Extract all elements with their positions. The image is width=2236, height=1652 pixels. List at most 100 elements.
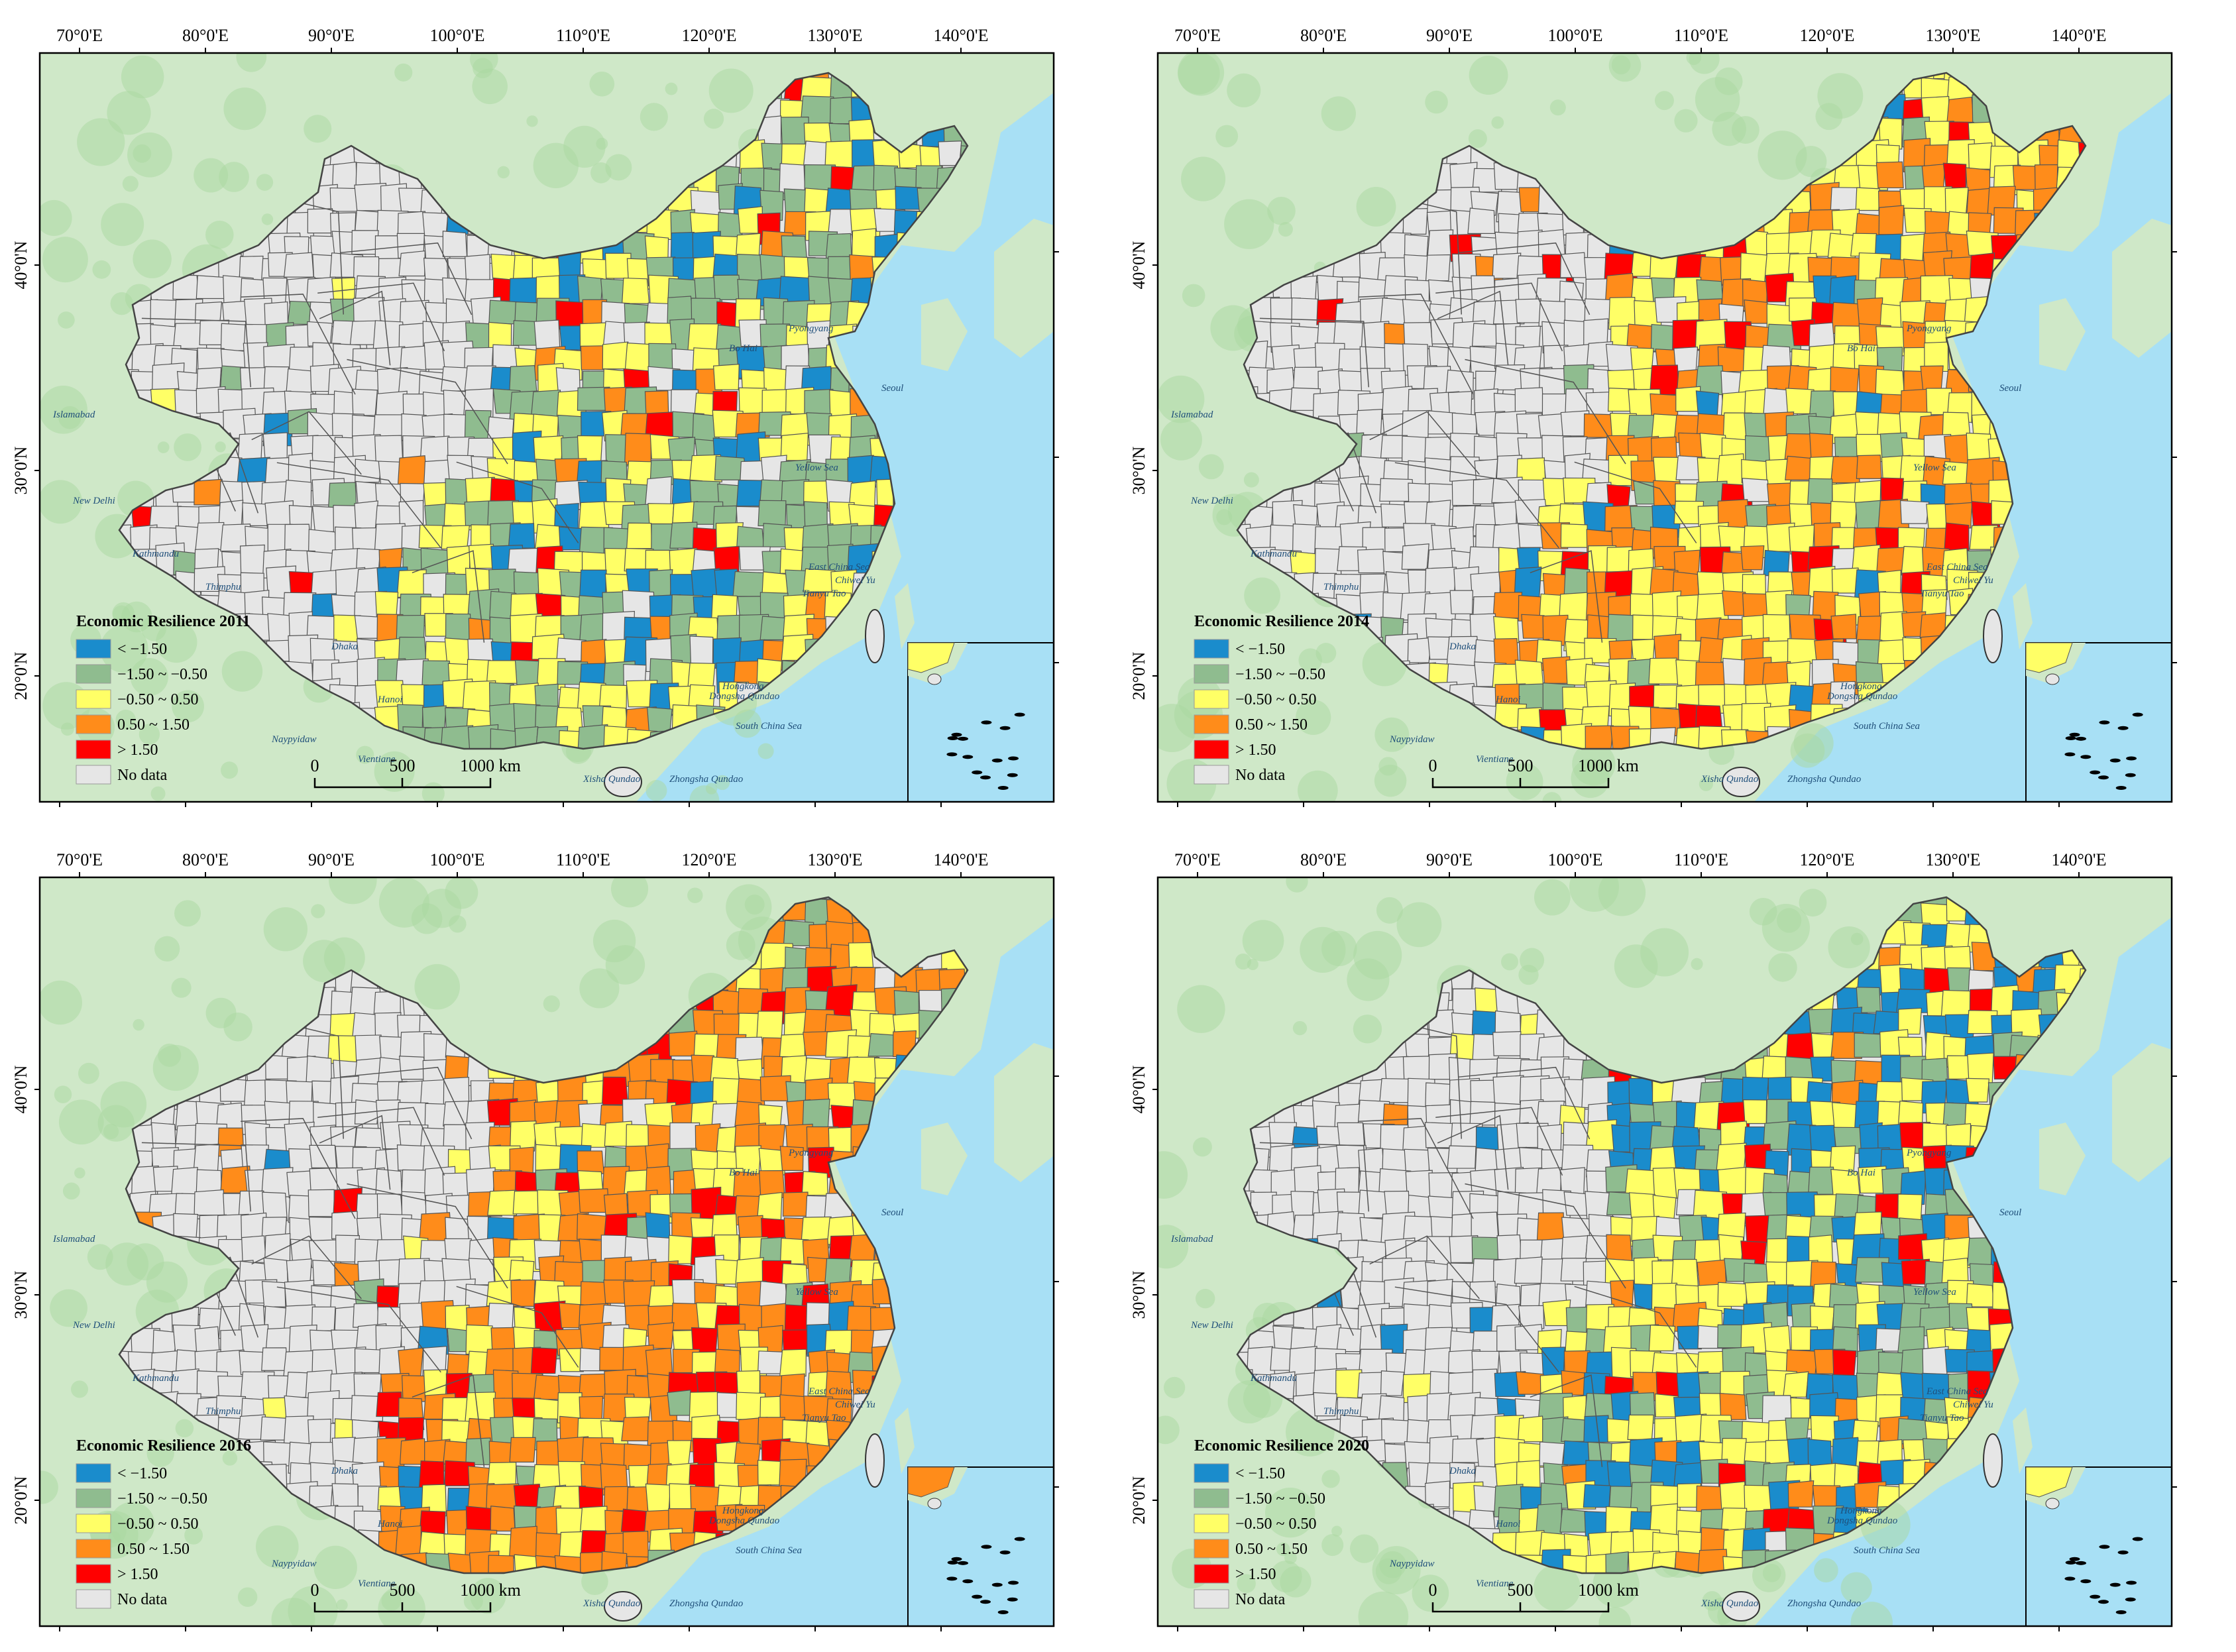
- region: [1005, 1624, 1032, 1649]
- legend-swatch: [1194, 765, 1229, 784]
- region: [289, 1624, 317, 1649]
- basemap-label: Thimphu: [205, 1406, 241, 1417]
- lon-label: 80°0'E: [182, 850, 229, 869]
- legend-title: Economic Resilience 2011: [76, 613, 251, 630]
- region: [352, 389, 377, 415]
- region: [328, 1036, 360, 1064]
- region: [263, 433, 287, 459]
- region: [1875, 369, 1905, 396]
- region: [1408, 637, 1431, 663]
- region: [1741, 546, 1764, 570]
- region: [262, 1348, 288, 1370]
- legend-swatch: [76, 740, 111, 759]
- region: [606, 253, 632, 278]
- region: [1856, 188, 1879, 210]
- basemap-label: Naypyidaw: [271, 734, 317, 745]
- basemap-label: South China Sea: [1854, 721, 1920, 732]
- basemap-label: Hongkong: [1840, 681, 1882, 692]
- region: [1474, 436, 1498, 460]
- basemap-label: Seoul: [881, 1207, 903, 1218]
- region: [1921, 276, 1952, 304]
- basemap-label: Seoul: [1999, 383, 2021, 394]
- basemap-label: East China Sea: [808, 1386, 870, 1397]
- region: [734, 1443, 761, 1466]
- legend-swatch: [76, 1489, 111, 1508]
- legend-label: 0.50 ~ 1.50: [1235, 716, 1308, 734]
- region: [1856, 455, 1881, 478]
- basemap-label: South China Sea: [736, 721, 802, 732]
- region: [510, 1526, 537, 1558]
- region: [309, 1217, 333, 1244]
- basemap-label: Xisha Qundao: [583, 774, 641, 785]
- basemap-label: Islamabad: [1170, 410, 1213, 420]
- lon-label: 80°0'E: [1300, 26, 1347, 45]
- region: [645, 476, 672, 506]
- lon-label: 90°0'E: [308, 850, 355, 869]
- lon-label: 80°0'E: [182, 26, 229, 45]
- region: [443, 231, 467, 257]
- region: [1426, 254, 1451, 280]
- basemap-label: Chiwei Yu: [835, 575, 875, 586]
- basemap-label: Pyongyang: [1906, 323, 1952, 334]
- region: [807, 413, 832, 437]
- region: [577, 1151, 604, 1174]
- region: [622, 278, 649, 304]
- region: [1742, 478, 1769, 502]
- basemap-label: Kathmandu: [132, 1373, 179, 1384]
- legend-label: No data: [117, 767, 168, 784]
- region: [779, 164, 805, 193]
- legend-swatch: [76, 1464, 111, 1482]
- legend-swatch: [76, 1514, 111, 1533]
- region: [419, 1461, 444, 1488]
- region: [237, 457, 270, 485]
- region: [849, 942, 874, 967]
- region: [1494, 639, 1518, 666]
- region: [762, 390, 789, 415]
- basemap-label: Bo Hai: [729, 343, 757, 354]
- inset-map: [2026, 643, 2172, 802]
- basemap-label: Bo Hai: [729, 1168, 757, 1178]
- lat-label: 20°0'N: [11, 651, 30, 700]
- region: [625, 433, 651, 465]
- basemap-label: Yellow Sea: [795, 463, 838, 473]
- region: [511, 1280, 535, 1307]
- region: [1652, 591, 1681, 620]
- region: [490, 1506, 515, 1531]
- region: [1968, 142, 1993, 169]
- lon-label: 130°0'E: [808, 850, 863, 869]
- region: [419, 1531, 447, 1555]
- lon-label: 110°0'E: [1674, 26, 1728, 45]
- region: [1294, 799, 1327, 824]
- region: [1358, 549, 1385, 573]
- basemap-label: Hongkong: [722, 681, 764, 692]
- region: [375, 435, 403, 465]
- lon-label: 120°0'E: [1800, 26, 1855, 45]
- lon-label: 140°0'E: [934, 850, 989, 869]
- legend-title: Economic Resilience 2014: [1194, 613, 1369, 630]
- region: [196, 522, 224, 549]
- region: [759, 1282, 787, 1307]
- basemap-label: Zhongsha Qundao: [669, 774, 744, 785]
- region: [1857, 298, 1882, 325]
- basemap-label: East China Sea: [1926, 562, 1988, 573]
- region: [1493, 592, 1522, 618]
- region: [757, 1011, 783, 1040]
- region: [1901, 500, 1929, 523]
- legend-label: 0.50 ~ 1.50: [117, 716, 190, 734]
- basemap-label: Kathmandu: [132, 549, 179, 559]
- region: [1970, 253, 1995, 280]
- taiwan: [1984, 610, 2002, 663]
- region: [622, 1417, 651, 1441]
- legend-swatch: [76, 1565, 111, 1583]
- legend-title: Economic Resilience 2016: [76, 1437, 251, 1455]
- basemap-label: Xisha Qundao: [1701, 774, 1759, 785]
- lon-label: 70°0'E: [56, 850, 103, 869]
- basemap-label: South China Sea: [736, 1545, 802, 1556]
- region: [531, 1348, 557, 1374]
- legend-label: 0.50 ~ 1.50: [117, 1541, 190, 1558]
- region: [758, 500, 786, 525]
